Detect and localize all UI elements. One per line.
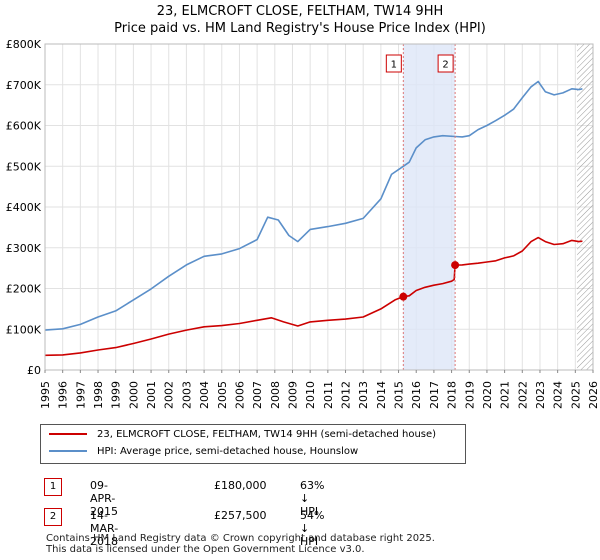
x-tick-label: 2019 bbox=[463, 381, 476, 409]
chart-subtitle: Price paid vs. HM Land Registry's House … bbox=[114, 21, 486, 36]
x-tick-label: 1996 bbox=[57, 381, 70, 409]
y-tick-label: £200K bbox=[6, 283, 42, 296]
y-tick-label: £800K bbox=[6, 38, 42, 51]
x-tick-label: 2012 bbox=[340, 381, 353, 409]
transaction-date: 14-MAR-2018 bbox=[90, 509, 119, 548]
legend-label-price: 23, ELMCROFT CLOSE, FELTHAM, TW14 9HH (s… bbox=[97, 429, 437, 440]
plot-frame bbox=[44, 43, 594, 371]
sale-badge-box-1 bbox=[385, 54, 402, 73]
x-tick-label: 2024 bbox=[552, 381, 565, 409]
transaction-price: £180,000 bbox=[214, 479, 267, 492]
y-tick-label: £0 bbox=[27, 364, 41, 377]
y-tick-label: £700K bbox=[6, 79, 42, 92]
x-tick-label: 2006 bbox=[233, 381, 246, 409]
x-tick-label: 1995 bbox=[39, 381, 52, 409]
x-tick-label: 2020 bbox=[481, 381, 494, 409]
x-tick-label: 2003 bbox=[180, 381, 193, 409]
y-tick-label: £500K bbox=[6, 160, 42, 173]
x-tick-label: 2011 bbox=[322, 381, 335, 409]
x-tick-label: 2007 bbox=[251, 381, 264, 409]
legend-label-hpi: HPI: Average price, semi-detached house,… bbox=[97, 446, 359, 457]
footer-line-2: This data is licensed under the Open Gov… bbox=[46, 544, 365, 555]
x-tick-label: 2022 bbox=[516, 381, 529, 409]
transaction-number-badge: 1 bbox=[44, 478, 62, 496]
x-tick-label: 2004 bbox=[198, 381, 211, 409]
x-tick-label: 2009 bbox=[286, 381, 299, 409]
x-tick-label: 2016 bbox=[410, 381, 423, 409]
sale-badge-label-1: 1 bbox=[391, 60, 397, 71]
x-tick-label: 2008 bbox=[269, 381, 282, 409]
legend-item-price: 23, ELMCROFT CLOSE, FELTHAM, TW14 9HH (s… bbox=[49, 427, 436, 443]
legend-item-hpi: HPI: Average price, semi-detached house,… bbox=[49, 444, 358, 460]
chart-legend: 23, ELMCROFT CLOSE, FELTHAM, TW14 9HH (s… bbox=[40, 424, 466, 464]
price-chart: 1 2 £0 £100K £200K £300K £400K £500K £600K £700K… bbox=[6, 38, 600, 409]
y-tick-label: £600K bbox=[6, 120, 42, 133]
x-tick-label: 2014 bbox=[375, 381, 388, 409]
chart-title: 23, ELMCROFT CLOSE, FELTHAM, TW14 9HH bbox=[156, 4, 444, 19]
transaction-hpi-diff: 54% ↓ HPI bbox=[300, 509, 325, 548]
y-tick-label: £400K bbox=[6, 201, 42, 214]
transaction-date: 09-APR-2015 bbox=[90, 479, 118, 518]
y-tick-label: £100K bbox=[6, 323, 42, 336]
x-tick-label: 2010 bbox=[304, 381, 317, 409]
sale-badge-box-2 bbox=[437, 54, 454, 73]
footer-attribution: Contains HM Land Registry data © Crown c… bbox=[46, 533, 435, 555]
x-tick-label: 2015 bbox=[393, 381, 406, 409]
x-tick-label: 2000 bbox=[127, 381, 140, 409]
x-tick-label: 1998 bbox=[92, 381, 105, 409]
x-tick-label: 2018 bbox=[446, 381, 459, 409]
x-tick-label: 2026 bbox=[587, 381, 600, 409]
transaction-number-badge: 2 bbox=[44, 508, 62, 526]
transaction-price: £257,500 bbox=[214, 509, 267, 522]
sale-point-2 bbox=[451, 261, 460, 270]
x-tick-label: 2023 bbox=[534, 381, 547, 409]
legend-swatch-price bbox=[49, 433, 87, 435]
forecast-hatch bbox=[577, 44, 593, 370]
sale-badge-label-2: 2 bbox=[442, 60, 448, 71]
x-tick-label: 1999 bbox=[110, 381, 123, 409]
series-hpi-line bbox=[44, 80, 583, 331]
x-tick-label: 2001 bbox=[145, 381, 158, 409]
footer-line-1: Contains HM Land Registry data © Crown c… bbox=[46, 533, 435, 544]
transaction-hpi-diff: 63% ↓ HPI bbox=[300, 479, 325, 518]
x-tick-label: 2005 bbox=[216, 381, 229, 409]
shaded-period bbox=[403, 44, 456, 370]
x-tick-label: 2017 bbox=[428, 381, 441, 409]
legend-swatch-hpi bbox=[49, 450, 87, 452]
x-tick-label: 2025 bbox=[569, 381, 582, 409]
y-tick-label: £300K bbox=[6, 242, 42, 255]
x-tick-label: 2002 bbox=[163, 381, 176, 409]
x-tick-label: 2013 bbox=[357, 381, 370, 409]
x-tick-label: 1997 bbox=[74, 381, 87, 409]
sale-point-1 bbox=[399, 292, 408, 301]
x-tick-label: 2021 bbox=[499, 381, 512, 409]
series-price-line bbox=[44, 236, 583, 357]
